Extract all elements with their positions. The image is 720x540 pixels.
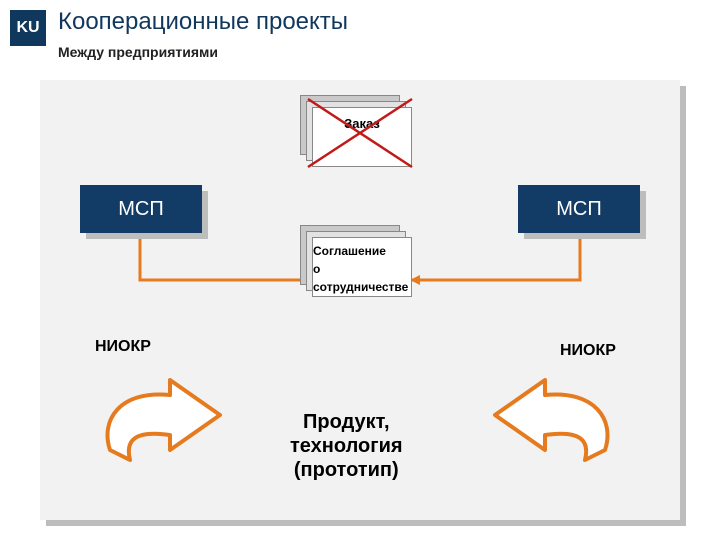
- niokr-left-label: НИОКР: [95, 338, 151, 356]
- agreement-line1: Соглашение: [313, 242, 386, 260]
- agreement-line3: сотрудничестве: [313, 278, 408, 296]
- diagram-canvas: Заказ Соглашение о сотрудничестве МСП МС…: [40, 80, 680, 520]
- agreement-line2: о: [313, 260, 320, 278]
- msp-right-label: МСП: [556, 198, 601, 221]
- logo-badge: KU: [10, 10, 46, 46]
- result-line3: (прототип): [290, 458, 403, 482]
- niokr-right-label: НИОКР: [560, 342, 616, 360]
- result-line1: Продукт,: [290, 410, 403, 434]
- result-line2: технология: [290, 434, 403, 458]
- cross-out-icon: [300, 95, 420, 175]
- result-text: Продукт, технология (прототип): [290, 410, 403, 482]
- page-title: Кооперационные проекты: [58, 8, 348, 36]
- page-subtitle: Между предприятиями: [58, 44, 218, 60]
- msp-left-label: МСП: [118, 198, 163, 221]
